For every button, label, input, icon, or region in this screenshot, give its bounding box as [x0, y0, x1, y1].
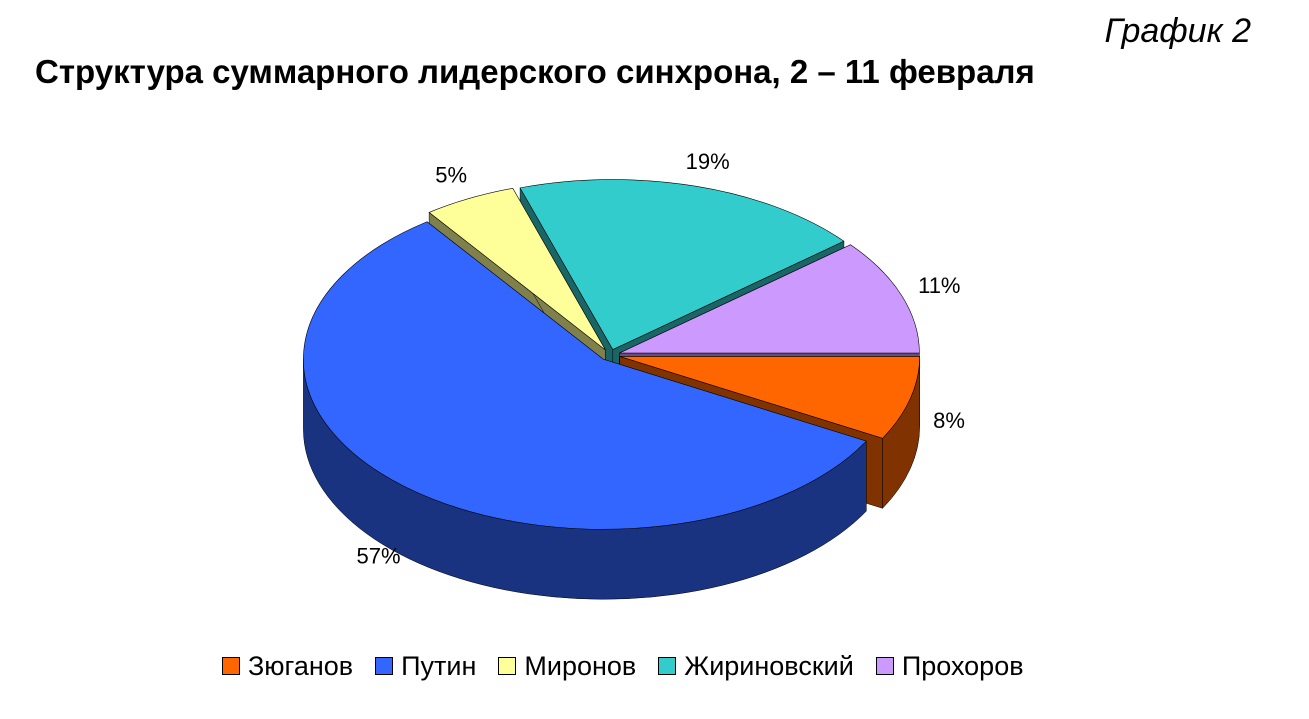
legend-swatch [875, 657, 894, 675]
legend-item: Зюганов [222, 651, 353, 682]
pie-slice [303, 221, 867, 530]
pie-slice [619, 356, 920, 439]
pie-tops [303, 179, 920, 530]
chart-title: Структура суммарного лидерского синхрона… [35, 53, 1035, 90]
data-label: 8% [933, 408, 965, 433]
pie-slice [619, 244, 920, 354]
pie-slice [519, 179, 845, 350]
data-label: 5% [435, 163, 467, 188]
legend-label: Миронов [524, 650, 637, 681]
legend-swatch [222, 657, 240, 675]
legend-item: Жириновский [658, 651, 854, 682]
legend-swatch [375, 657, 394, 675]
legend-swatch [658, 657, 677, 675]
legend: Зюганов Путин Миронов Жириновский Прохоров [222, 648, 1100, 684]
legend-item: Прохоров [875, 650, 1024, 682]
legend-label: Жириновский [684, 650, 854, 681]
data-label: 57% [357, 543, 401, 568]
legend-label: Зюганов [248, 650, 354, 681]
data-label: 19% [686, 149, 730, 174]
legend-label: Прохоров [901, 650, 1024, 681]
caption: График 2 [1104, 12, 1251, 50]
pie-slice [428, 187, 606, 351]
legend-item: Миронов [498, 651, 636, 682]
legend-label: Путин [401, 650, 477, 681]
legend-item: Путин [375, 651, 476, 682]
legend-swatch [498, 657, 517, 675]
data-label: 11% [918, 273, 960, 298]
